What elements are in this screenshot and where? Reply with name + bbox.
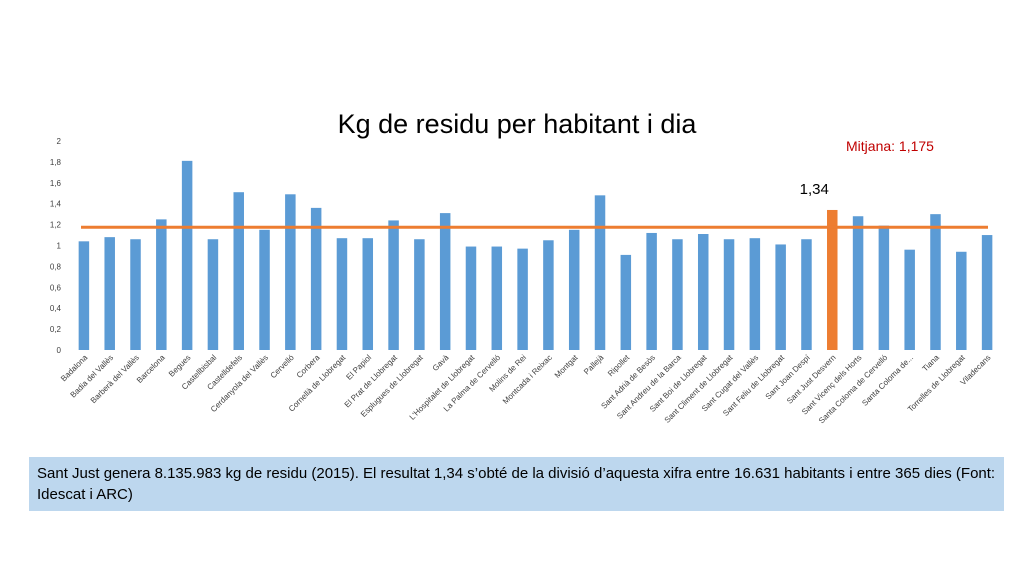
y-tick-label: 0,4 [50, 304, 62, 313]
bar [104, 237, 115, 350]
x-category-label: Pallejà [582, 353, 606, 377]
bar-highlight [827, 209, 838, 350]
bar [181, 160, 193, 350]
x-category-label: Montgat [553, 353, 580, 380]
bar [259, 229, 270, 350]
bar [981, 235, 993, 350]
bar [723, 239, 735, 350]
average-label: Mitjana: 1,175 [846, 138, 934, 154]
y-tick-label: 1,8 [50, 158, 62, 167]
x-category-label: Barberà del Vallès [89, 353, 141, 405]
source-note: Sant Just genera 8.135.983 kg de residu … [29, 457, 1004, 511]
x-category-label: Montcada i Reixac [501, 353, 554, 406]
x-category-label: Sant Joan Despí [764, 353, 813, 402]
bar [285, 194, 296, 350]
bar [852, 216, 864, 350]
bar [801, 239, 812, 350]
y-tick-label: 0,6 [50, 283, 62, 292]
bar [130, 239, 141, 350]
bar [465, 246, 477, 350]
y-tick-label: 1 [57, 242, 62, 251]
bar [439, 213, 451, 350]
bar [904, 249, 915, 350]
bars [78, 160, 993, 350]
bar [749, 238, 761, 350]
x-category-label: Cervelló [269, 353, 297, 381]
x-category-label: Santa Coloma de... [860, 353, 915, 408]
y-tick-label: 1,2 [50, 221, 62, 230]
bar [543, 240, 554, 350]
bar [233, 192, 244, 350]
bar [930, 214, 941, 350]
y-tick-label: 0,2 [50, 325, 62, 334]
bar [775, 244, 786, 350]
bar [388, 220, 399, 350]
bar [956, 251, 967, 350]
bar [491, 246, 503, 350]
bar [620, 254, 632, 350]
bar [156, 219, 167, 350]
x-category-label: Tiana [921, 353, 942, 374]
highlight-data-label: 1,34 [800, 181, 829, 198]
bar [568, 229, 580, 350]
y-axis-ticks: 0 0,2 0,4 0,6 0,8 1 1,2 1,4 1,6 1,8 2 [50, 137, 62, 355]
chart-title: Kg de residu per habitant i dia [338, 109, 698, 139]
y-tick-label: 2 [57, 137, 62, 146]
y-tick-label: 1,6 [50, 179, 62, 188]
bar [672, 239, 683, 350]
bar [517, 248, 528, 350]
y-tick-label: 0,8 [50, 262, 62, 271]
y-tick-label: 1,4 [50, 200, 62, 209]
bar [697, 234, 709, 350]
x-category-label: Gavà [431, 353, 451, 373]
y-tick-label: 0 [57, 346, 62, 355]
bar [362, 238, 374, 350]
bar [594, 195, 606, 350]
bar [646, 232, 657, 350]
x-category-label: Barcelona [135, 353, 167, 385]
bar [414, 239, 425, 350]
bar [207, 239, 219, 350]
bar [878, 225, 890, 350]
bar [336, 238, 348, 350]
bar [310, 207, 322, 350]
bar [78, 241, 90, 350]
x-category-label: Ripollet [606, 353, 632, 379]
x-category-label: Begues [167, 353, 193, 379]
